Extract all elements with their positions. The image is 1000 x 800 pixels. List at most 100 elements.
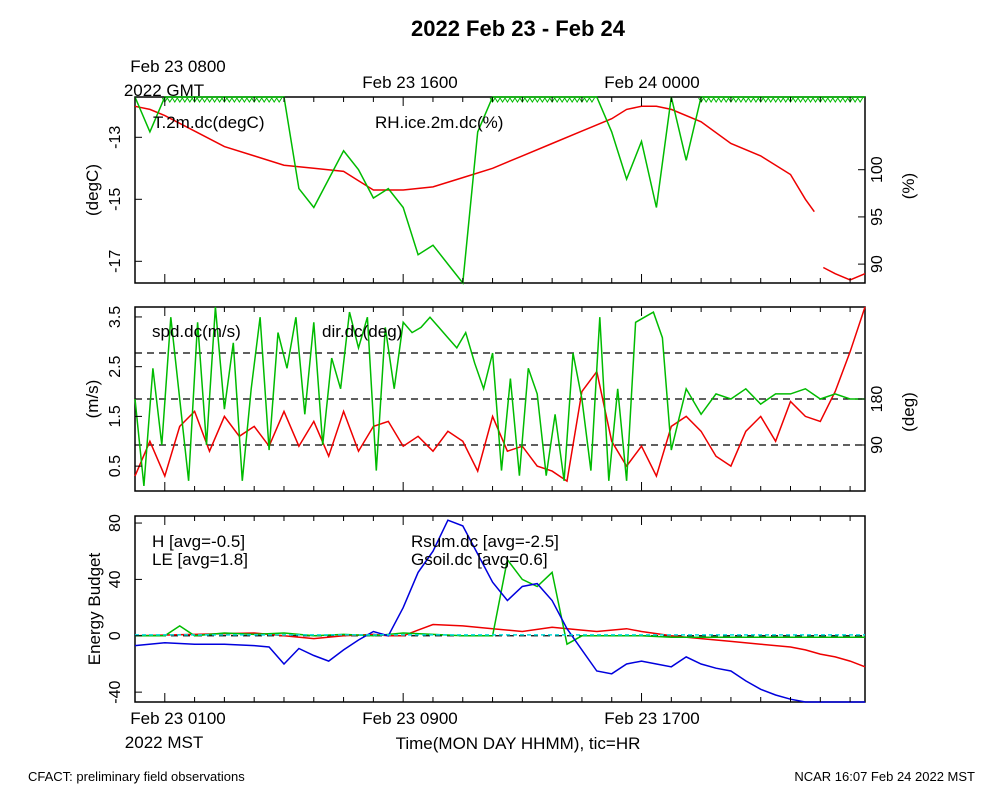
saturation-marker xyxy=(176,97,183,103)
saturation-marker xyxy=(772,97,779,103)
panel-wind: 0.5 1.5 2.5 3.5 90 180 spd.dc(m/s) dir.dc(deg… xyxy=(83,306,918,492)
tick-layer: 80 40 0 -40 xyxy=(107,514,851,704)
saturation-marker xyxy=(569,97,576,103)
saturation-marker xyxy=(827,97,834,103)
saturation-marker xyxy=(246,97,253,103)
y-tick-label-left: -17 xyxy=(107,250,124,273)
saturation-marker xyxy=(723,97,730,103)
y-tick-label-right: 100 xyxy=(869,156,886,183)
saturation-marker xyxy=(524,97,531,103)
y-tick-label-left: 3.5 xyxy=(107,306,124,328)
series-line-LE xyxy=(135,557,865,646)
series-line-dir-dc xyxy=(134,306,865,486)
saturation-marker xyxy=(559,97,566,103)
panel-frame xyxy=(134,515,866,703)
saturation-marker xyxy=(752,97,759,103)
mst-year-label: 2022 MST xyxy=(125,733,203,752)
tick-layer: -13 -15 -17 100 95 90 xyxy=(107,97,886,283)
series-line-Rsum-dc xyxy=(134,519,865,703)
series-layer xyxy=(134,519,866,703)
legend-spd: spd.dc(m/s) xyxy=(152,322,241,341)
saturation-marker xyxy=(837,97,844,103)
saturation-marker xyxy=(266,97,273,103)
y-tick-label: 0 xyxy=(107,631,124,640)
saturation-marker xyxy=(842,97,849,103)
series-line-T-2m-dc xyxy=(134,105,866,281)
y-tick-label-right: 90 xyxy=(869,436,886,454)
saturation-marker xyxy=(261,97,268,103)
legend-le: LE [avg=1.8] xyxy=(152,550,248,569)
saturation-marker xyxy=(534,97,541,103)
saturation-marker xyxy=(171,97,178,103)
footer-right: NCAR 16:07 Feb 24 2022 MST xyxy=(794,769,975,784)
legend-rh-ice: RH.ice.2m.dc(%) xyxy=(375,113,503,132)
y-axis-label-right: (deg) xyxy=(899,392,918,432)
saturation-marker xyxy=(589,97,595,103)
saturation-marker xyxy=(718,97,725,103)
saturation-marker xyxy=(241,97,248,103)
legend-h: H [avg=-0.5] xyxy=(152,532,245,551)
series-layer xyxy=(134,306,866,486)
saturation-marker xyxy=(574,97,581,103)
saturation-marker xyxy=(231,97,238,103)
saturation-marker xyxy=(822,97,829,103)
gmt-label-first: Feb 23 0800 xyxy=(130,57,225,76)
legend-t2m: T.2m.dc(degC) xyxy=(153,113,264,132)
saturation-marker xyxy=(201,97,208,103)
mst-label-third: Feb 23 1700 xyxy=(604,709,699,728)
saturation-marker xyxy=(271,97,278,103)
footer-left: CFACT: preliminary field observations xyxy=(28,769,245,784)
saturation-marker xyxy=(762,97,769,103)
y-axis-label-left: (m/s) xyxy=(83,380,102,419)
y-tick-label-left: -13 xyxy=(107,126,124,149)
saturation-marker xyxy=(256,97,263,103)
panel-temperature-humidity: -13 -15 -17 100 95 90 T.2m.dc(degC) RH.ice.2m… xyxy=(83,96,918,285)
legend-gsoil: Gsoil.dc [avg=0.6] xyxy=(411,550,548,569)
saturation-marker xyxy=(792,97,799,103)
saturation-marker xyxy=(554,97,561,103)
saturation-marker xyxy=(742,97,749,103)
saturation-marker xyxy=(782,97,789,103)
y-tick-label: 40 xyxy=(107,570,124,588)
saturation-marker xyxy=(529,97,536,103)
gmt-label-third: Feb 24 0000 xyxy=(604,73,699,92)
saturation-marker xyxy=(504,97,511,103)
saturation-marker xyxy=(226,97,233,103)
series-line-spd-dc xyxy=(134,306,866,483)
y-axis-label-right: (%) xyxy=(899,173,918,199)
series-line-RH-ice-2m-dc xyxy=(134,96,865,285)
saturation-marker xyxy=(737,97,744,103)
saturation-marker xyxy=(564,97,571,103)
saturation-marker xyxy=(797,97,804,103)
saturation-marker xyxy=(767,97,774,103)
saturation-marker xyxy=(236,97,243,103)
saturation-marker xyxy=(181,97,188,103)
mst-label-second: Feb 23 0900 xyxy=(362,709,457,728)
saturation-marker xyxy=(276,97,283,103)
saturation-marker xyxy=(857,97,864,103)
saturation-marker xyxy=(777,97,784,103)
x-axis-label: Time(MON DAY HHMM), tic=HR xyxy=(396,734,641,753)
saturation-marker xyxy=(732,97,739,103)
saturation-marker xyxy=(703,97,710,103)
saturation-marker xyxy=(539,97,546,103)
panel-energy-budget: 80 40 0 -40 H [avg=-0.5] LE [avg=1.8] Rsum.… xyxy=(85,514,866,704)
y-tick-label: 80 xyxy=(107,514,124,532)
saturation-marker xyxy=(514,97,521,103)
y-tick-label: -40 xyxy=(107,680,124,703)
y-tick-label-left: 0.5 xyxy=(107,455,124,477)
saturation-marker xyxy=(166,97,173,103)
saturation-marker xyxy=(206,97,213,103)
saturation-marker xyxy=(802,97,809,103)
saturation-marker xyxy=(186,97,193,103)
mst-label-first: Feb 23 0100 xyxy=(130,709,225,728)
saturation-marker xyxy=(708,97,715,103)
saturation-marker xyxy=(584,97,590,103)
saturation-marker xyxy=(807,97,814,103)
y-tick-label-left: 1.5 xyxy=(107,405,124,427)
y-tick-label-right: 90 xyxy=(869,255,886,273)
y-tick-label-left: 2.5 xyxy=(107,355,124,377)
saturation-marker xyxy=(196,97,203,103)
y-axis-label-left: (degC) xyxy=(83,164,102,216)
